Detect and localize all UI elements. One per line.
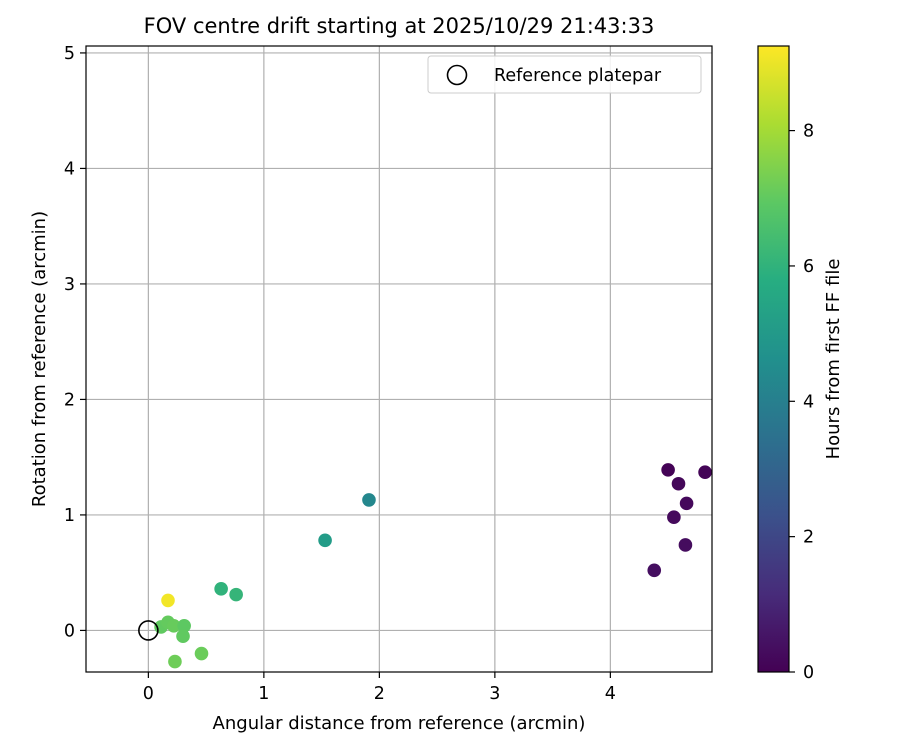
colorbar-tick-label: 4 bbox=[803, 392, 814, 412]
x-axis-label: Angular distance from reference (arcmin) bbox=[213, 713, 586, 734]
x-axis-ticks: 0 1 2 3 4 bbox=[143, 672, 616, 704]
legend: Reference platepar bbox=[427, 55, 702, 94]
scatter-point bbox=[194, 646, 209, 661]
data-points bbox=[154, 463, 712, 669]
reference-platepar-marker bbox=[138, 620, 159, 641]
y-tick-label: 4 bbox=[64, 159, 75, 179]
scatter-point bbox=[671, 476, 686, 491]
colorbar-tick-label: 6 bbox=[803, 257, 814, 277]
scatter-point bbox=[678, 538, 693, 552]
colorbar-ticks: 0 2 4 6 8 bbox=[789, 122, 814, 683]
y-axis-label: Rotation from reference (arcmin) bbox=[29, 211, 50, 507]
scatter-point bbox=[177, 619, 191, 633]
x-tick-label: 2 bbox=[374, 684, 385, 704]
y-tick-label: 1 bbox=[64, 506, 75, 526]
x-tick-label: 1 bbox=[258, 684, 269, 704]
plot-frame bbox=[85, 45, 713, 673]
y-axis-ticks: 0 1 2 3 4 5 bbox=[64, 44, 86, 641]
scatter-point bbox=[176, 629, 190, 643]
scatter-point bbox=[679, 496, 694, 511]
y-tick-label: 5 bbox=[64, 44, 75, 64]
colorbar-label: Hours from first FF file bbox=[823, 259, 844, 460]
colorbar-tick-label: 8 bbox=[803, 122, 814, 142]
y-tick-label: 3 bbox=[64, 275, 75, 295]
chart-title: FOV centre drift starting at 2025/10/29 … bbox=[144, 14, 655, 38]
legend-marker-icon bbox=[446, 64, 468, 86]
x-tick-label: 4 bbox=[605, 684, 616, 704]
scatter-point bbox=[661, 463, 675, 477]
legend-box bbox=[427, 55, 702, 94]
colorbar-gradient bbox=[757, 45, 790, 673]
scatter-point bbox=[698, 465, 712, 479]
scatter-point bbox=[667, 510, 681, 525]
grid-lines bbox=[86, 46, 712, 672]
scatter-point bbox=[161, 593, 175, 608]
x-tick-label: 0 bbox=[143, 684, 154, 704]
colorbar-tick-label: 0 bbox=[803, 663, 814, 683]
scatter-point bbox=[168, 654, 182, 669]
scatter-point bbox=[647, 563, 662, 578]
legend-entry-label: Reference platepar bbox=[494, 66, 662, 86]
scatter-point bbox=[214, 582, 228, 596]
y-tick-label: 0 bbox=[64, 621, 75, 641]
colorbar: 0 2 4 6 8 Hours from first FF file bbox=[757, 45, 844, 683]
y-tick-label: 2 bbox=[64, 390, 75, 410]
scatter-point bbox=[166, 619, 181, 633]
scatter-point bbox=[362, 493, 376, 507]
colorbar-tick-label: 2 bbox=[803, 528, 814, 548]
scatter-point bbox=[318, 533, 332, 548]
scatter-point bbox=[229, 587, 243, 602]
x-tick-label: 3 bbox=[489, 684, 500, 704]
